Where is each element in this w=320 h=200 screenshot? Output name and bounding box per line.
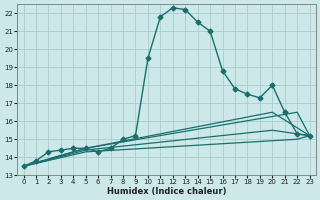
X-axis label: Humidex (Indice chaleur): Humidex (Indice chaleur) xyxy=(107,187,226,196)
